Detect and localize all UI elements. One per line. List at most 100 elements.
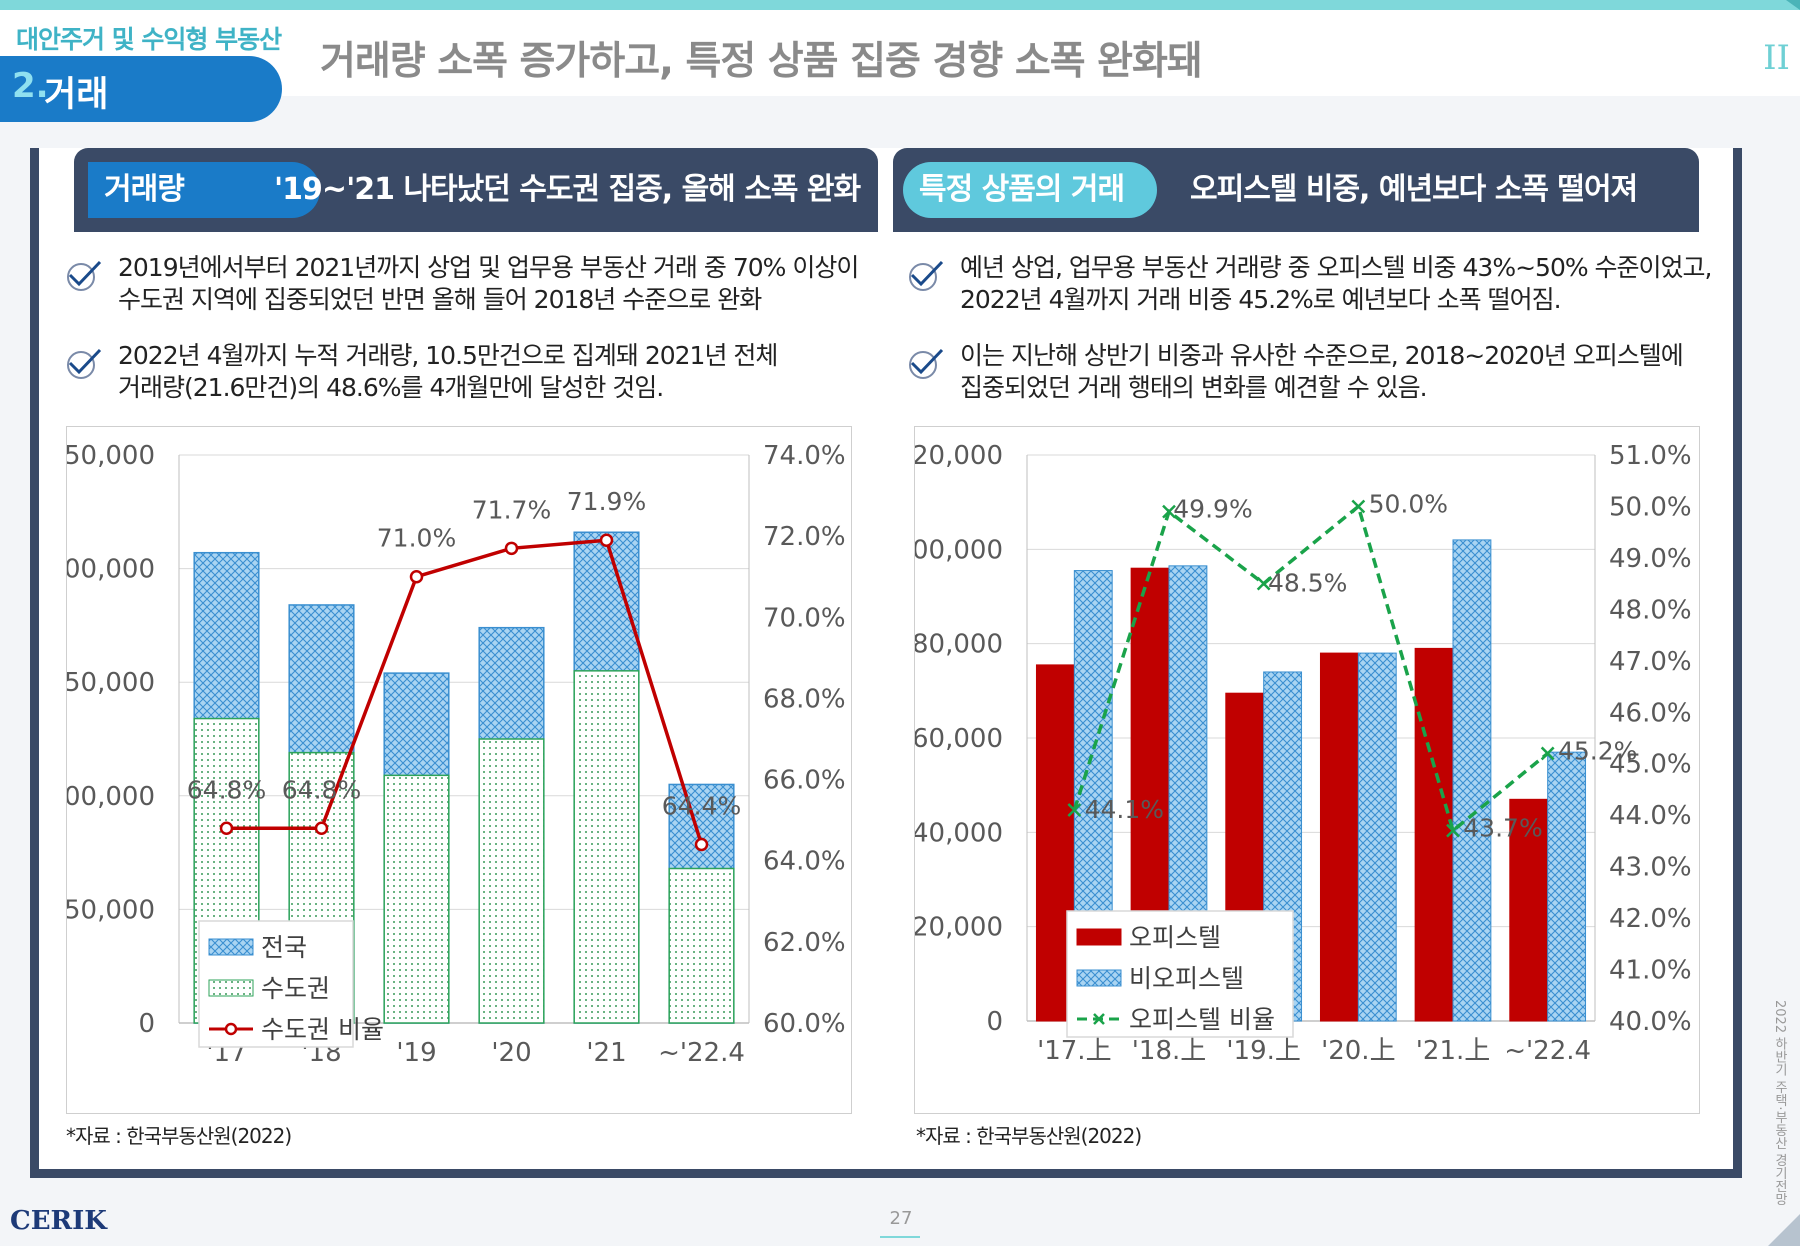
y-tick-label: 20,000 [915,913,1003,943]
left-source: *자료 : 한국부동산원(2022) [66,1124,292,1148]
line-marker [1162,504,1176,519]
y-tick-label: 100,000 [67,782,155,812]
x-tick-label: '20 [491,1038,531,1068]
page-number-underline [880,1236,920,1238]
y-tick-label: 40,000 [915,818,1003,848]
bar-오피스텔 [1414,647,1454,1022]
y2-tick-label: 43.0% [1609,853,1692,883]
page-headline: 거래량 소폭 증가하고, 특정 상품 집중 경향 소폭 완화돼 [320,39,1203,84]
line-marker [314,821,329,836]
y-tick-label: 0 [138,1009,155,1039]
legend-label: 수도권 [261,974,330,1003]
x-tick-label: '19 [396,1038,436,1068]
y2-tick-label: 47.0% [1609,647,1692,677]
side-caption: 2022 하반기 주택·부동산 경기전망 [1772,1000,1787,1206]
right-chart-box: 0 20,000 40,000 60,000 80,000 100,000 120,000 4… [895,426,1700,1114]
data-label: 64.8% [282,775,361,804]
left-chart-box: 0 50,000 100,000 150,000 200,000 250,000 60.0%… [47,426,852,1114]
line-marker [694,837,709,852]
y2-tick-label: 70.0% [763,603,846,633]
left-bullet-1: 2019년에서부터 2021년까지 상업 및 업무용 부동산 거래 중 70% … [118,252,859,316]
data-label: 71.9% [567,487,646,516]
right-bullet-2-line-1: 이는 지난해 상반기 비중과 유사한 수준으로, 2018~2020년 오피스텔… [960,341,1684,370]
left-bullet-1-line-2: 수도권 지역에 집중되었던 반면 올해 들어 2018년 수준으로 완화 [118,285,762,314]
y-tick-label: 250,000 [67,441,155,471]
right-source: *자료 : 한국부동산원(2022) [916,1124,1142,1148]
legend-swatch [1076,969,1122,987]
panel-divider [878,156,893,232]
line-수도권 비율 [226,538,704,846]
left-bullet-2-line-1: 2022년 4월까지 누적 거래량, 10.5만건으로 집계돼 2021년 전체 [118,341,778,370]
left-panel-header: 거래량 '19~'21 나타났던 수도권 집중, 올해 소폭 완화 [74,148,878,232]
legend-label: 전국 [261,933,307,962]
y2-tick-label: 72.0% [763,522,846,552]
data-label: 48.5% [1268,569,1347,598]
y2-tick-label: 44.0% [1609,801,1692,831]
corner-fold [1768,1214,1800,1246]
bar-수도권 [383,774,450,1024]
right-panel-header: 특정 상품의 거래 오피스텔 비중, 예년보다 소폭 떨어져 [893,148,1699,232]
corner-accent [1786,0,1800,10]
left-bullet-2: 2022년 4월까지 누적 거래량, 10.5만건으로 집계돼 2021년 전체… [118,340,778,404]
bar-수도권 [573,670,640,1024]
legend-marker [224,1022,238,1036]
chapter-number: II [1763,38,1790,78]
line-marker [1540,746,1555,761]
left-chart: 0 50,000 100,000 150,000 200,000 250,000 60.0%… [47,441,846,1068]
top-accent-bar [0,0,1800,10]
line-marker [1446,823,1460,838]
line-marker [504,541,519,556]
data-label: 43.7% [1463,814,1542,843]
left-panel-tag: 거래량 [88,162,320,218]
section-label: 대안주거 및 수익형 부동산 [16,25,282,54]
line-marker [1256,576,1271,591]
section-number: 2. [12,66,49,106]
bar-비오피스텔 [1357,652,1397,1022]
y-tick-label: 150,000 [67,668,155,698]
y-tick-label: 60,000 [915,724,1003,754]
right-panel-title: 오피스텔 비중, 예년보다 소폭 떨어져 [1190,172,1638,207]
legend-marker [1093,1013,1105,1025]
page-header [0,10,1800,96]
line-marker [219,821,234,836]
bar-오피스텔 [1509,798,1549,1022]
x-tick-label: ~'22.4 [658,1038,745,1068]
line-marker [409,569,424,584]
legend-swatch [208,938,254,956]
y2-tick-label: 64.0% [763,847,846,877]
y2-tick-label: 40.0% [1609,1007,1692,1037]
data-label: 64.4% [662,791,741,820]
y2-tick-label: 51.0% [1609,441,1692,471]
legend-label: 비오피스텔 [1129,964,1244,993]
right-bullet-2-line-2: 집중되었던 거래 행태의 변화를 예견할 수 있음. [960,373,1428,402]
x-tick-label: '21.上 [1416,1036,1491,1066]
page-number: 27 [889,1208,913,1229]
y-tick-label: 80,000 [915,630,1003,660]
legend-label: 오피스텔 비율 [1129,1005,1275,1034]
y2-tick-label: 41.0% [1609,956,1692,986]
data-label: 50.0% [1369,489,1448,518]
left-bullet-2-line-2: 거래량(21.6만건)의 48.6%를 4개월만에 달성한 것임. [118,373,664,402]
x-tick-label: ~'22.4 [1504,1036,1591,1066]
left-panel-title: '19~'21 나타났던 수도권 집중, 올해 소폭 완화 [274,172,861,207]
data-label: 49.9% [1173,495,1252,524]
legend-label: 오피스텔 [1129,923,1221,952]
y2-tick-label: 46.0% [1609,698,1692,728]
y2-tick-label: 42.0% [1609,904,1692,934]
line-marker [599,533,614,547]
y2-tick-label: 48.0% [1609,595,1692,625]
y2-tick-label: 66.0% [763,766,846,796]
section-title: 거래 [44,75,109,115]
right-bullet-1-line-1: 예년 상업, 업무용 부동산 거래량 중 오피스텔 비중 43%~50% 수준이… [960,253,1712,282]
check-icon [909,348,944,379]
legend-swatch [208,979,254,997]
left-bullet-1-line-1: 2019년에서부터 2021년까지 상업 및 업무용 부동산 거래 중 70% … [118,253,859,282]
data-label: 64.8% [187,775,266,804]
y-tick-label: 100,000 [915,535,1003,565]
y-tick-label: 200,000 [67,555,155,585]
bar-수도권 [668,867,735,1024]
legend-swatch [1076,928,1122,946]
x-tick-label: '17.上 [1037,1036,1112,1066]
x-tick-label: '20.上 [1321,1036,1396,1066]
bar-오피스텔 [1319,652,1359,1022]
